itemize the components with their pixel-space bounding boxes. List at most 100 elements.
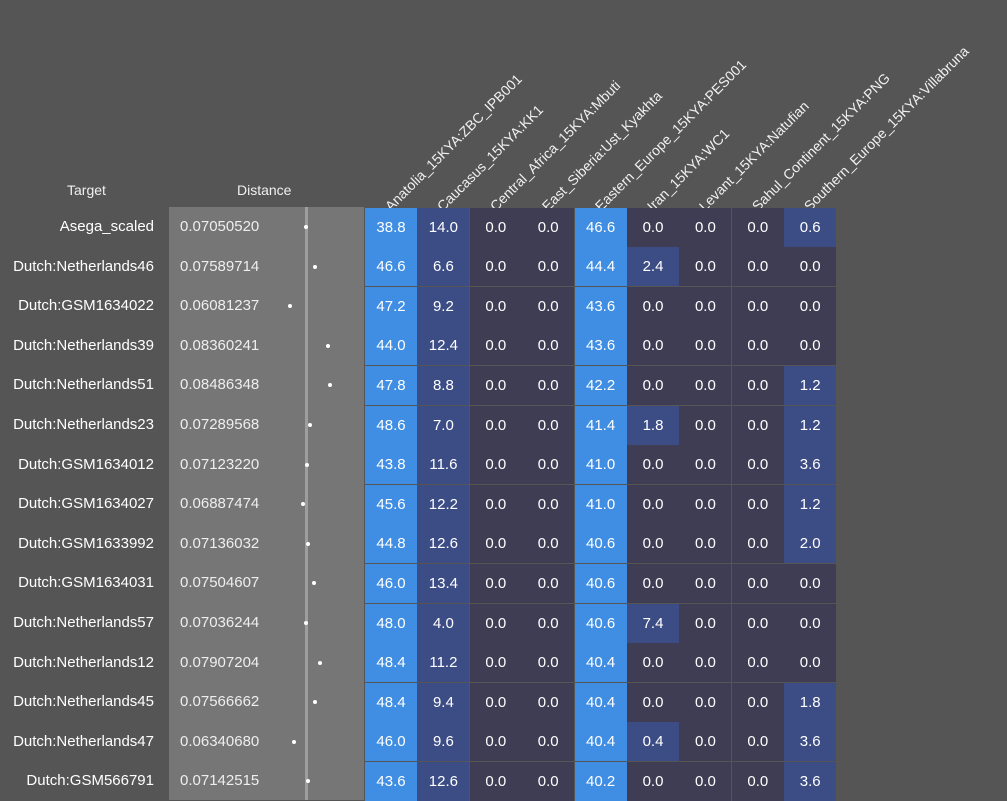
row-target-label: Dutch:Netherlands45 (13, 693, 154, 711)
heatmap-cell: 0.0 (522, 722, 575, 762)
distance-dot (313, 264, 318, 269)
heatmap-cell: 43.6 (574, 326, 627, 366)
row-target-label: Dutch:GSM1634022 (18, 297, 154, 315)
heatmap-cell: 0.0 (731, 603, 784, 643)
heatmap-cell: 43.6 (365, 761, 417, 801)
heatmap-cell: 0.0 (731, 563, 784, 603)
row-distance-value: 0.07589714 (180, 257, 260, 275)
heatmap-cell: 0.0 (627, 326, 679, 366)
heatmap-cell: 46.6 (574, 207, 627, 247)
heatmap-cell: 44.0 (365, 326, 417, 366)
heatmap-cell: 0.0 (679, 603, 732, 643)
heatmap-cell: 9.2 (417, 286, 470, 326)
row-target-label: Dutch:Netherlands47 (13, 732, 154, 750)
heatmap-cell: 46.0 (365, 563, 417, 603)
row-distance-value: 0.07136032 (180, 534, 260, 552)
heatmap-cell: 40.6 (574, 603, 627, 643)
heatmap-cell: 0.0 (469, 722, 522, 762)
distance-dot (288, 304, 292, 309)
row-distance-value: 0.06887474 (180, 495, 260, 513)
heatmap-cell: 40.2 (574, 761, 627, 801)
row-distance-value: 0.07907204 (180, 653, 260, 671)
heatmap-cell: 0.0 (679, 286, 732, 326)
heatmap-cell: 0.0 (679, 326, 732, 366)
row-target-label: Dutch:GSM1634031 (18, 574, 154, 592)
row-target-label: Dutch:GSM1634027 (18, 495, 154, 513)
distance-dot (301, 502, 306, 507)
heatmap-cell: 9.6 (417, 722, 470, 762)
heatmap-cell: 0.0 (731, 445, 784, 485)
row-distance-value: 0.07566662 (180, 693, 260, 711)
heatmap-cell: 6.6 (417, 247, 470, 287)
heatmap-cell: 0.0 (522, 563, 575, 603)
heatmap-cell: 1.8 (627, 405, 679, 445)
row-target-label: Dutch:Netherlands23 (13, 416, 154, 433)
heatmap-cell: 0.0 (469, 484, 522, 524)
row-distance-value: 0.07289568 (180, 416, 260, 433)
heatmap-cell: 8.8 (417, 365, 470, 405)
heatmap-cell: 0.0 (469, 603, 522, 643)
heatmap-cell: 11.2 (417, 643, 470, 683)
heatmap-cell: 0.0 (627, 286, 679, 326)
heatmap-cell: 0.0 (469, 207, 522, 247)
heatmap-cell: 43.8 (365, 445, 417, 485)
heatmap-cell: 0.0 (469, 524, 522, 564)
heatmap-cell: 0.0 (731, 722, 784, 762)
target-column-header: Target (67, 182, 106, 198)
heatmap-cell: 0.0 (679, 563, 732, 603)
heatmap-cell: 0.0 (784, 563, 837, 603)
heatmap-cell: 48.0 (365, 603, 417, 643)
distance-dot (303, 621, 308, 625)
row-target-label: Dutch:Netherlands46 (13, 257, 154, 275)
heatmap-cell: 0.0 (679, 761, 732, 801)
heatmap-cell: 1.2 (784, 405, 837, 445)
heatmap-cell: 12.4 (417, 326, 470, 366)
heatmap-cell: 40.6 (574, 563, 627, 603)
distance-dot (318, 660, 323, 665)
heatmap-cell: 7.4 (627, 603, 679, 643)
distance-axis-line (305, 207, 308, 800)
heatmap-cell: 0.0 (627, 761, 679, 801)
heatmap-cell: 0.0 (469, 365, 522, 405)
heatmap-cell: 2.0 (784, 524, 837, 564)
heatmap-cell: 0.0 (731, 405, 784, 445)
row-distance-value: 0.07504607 (180, 574, 260, 592)
heatmap-cell: 0.0 (627, 207, 679, 247)
heatmap-cell: 0.6 (784, 207, 837, 247)
heatmap-cell: 0.0 (731, 484, 784, 524)
heatmap-cell: 41.4 (574, 405, 627, 445)
row-target-label: Dutch:GSM1634012 (18, 455, 154, 473)
heatmap-cell: 47.2 (365, 286, 417, 326)
heatmap-cell: 0.0 (469, 445, 522, 485)
heatmap-cell: 12.6 (417, 524, 470, 564)
heatmap-cell: 1.2 (784, 365, 837, 405)
distance-panel (169, 207, 364, 800)
heatmap-cell: 0.0 (522, 643, 575, 683)
row-distance-value: 0.06340680 (180, 732, 260, 750)
heatmap-cell: 0.0 (784, 603, 837, 643)
distance-dot (292, 739, 297, 744)
heatmap-cell: 0.0 (731, 682, 784, 722)
heatmap-cell: 0.0 (679, 643, 732, 683)
heatmap-cell: 0.0 (679, 722, 732, 762)
heatmap-cell: 0.0 (784, 247, 837, 287)
heatmap-cell: 0.0 (469, 405, 522, 445)
heatmap-cell: 44.4 (574, 247, 627, 287)
distance-dot (325, 343, 330, 348)
heatmap-cell: 0.0 (627, 524, 679, 564)
heatmap-cell: 0.0 (627, 365, 679, 405)
heatmap-cell: 0.0 (731, 207, 784, 247)
heatmap-cell: 0.0 (731, 761, 784, 801)
row-target-label: Dutch:Netherlands51 (13, 376, 154, 394)
heatmap-cell: 3.6 (784, 445, 837, 485)
heatmap-cell: 0.0 (679, 682, 732, 722)
heatmap-cell: 40.4 (574, 722, 627, 762)
row-distance-value: 0.08360241 (180, 336, 260, 354)
heatmap-cell: 46.0 (365, 722, 417, 762)
heatmap-cell: 42.2 (574, 365, 627, 405)
heatmap-cell: 46.6 (365, 247, 417, 287)
heatmap-cell: 0.0 (627, 484, 679, 524)
heatmap-cell: 0.0 (469, 326, 522, 366)
distance-dot (305, 462, 310, 467)
